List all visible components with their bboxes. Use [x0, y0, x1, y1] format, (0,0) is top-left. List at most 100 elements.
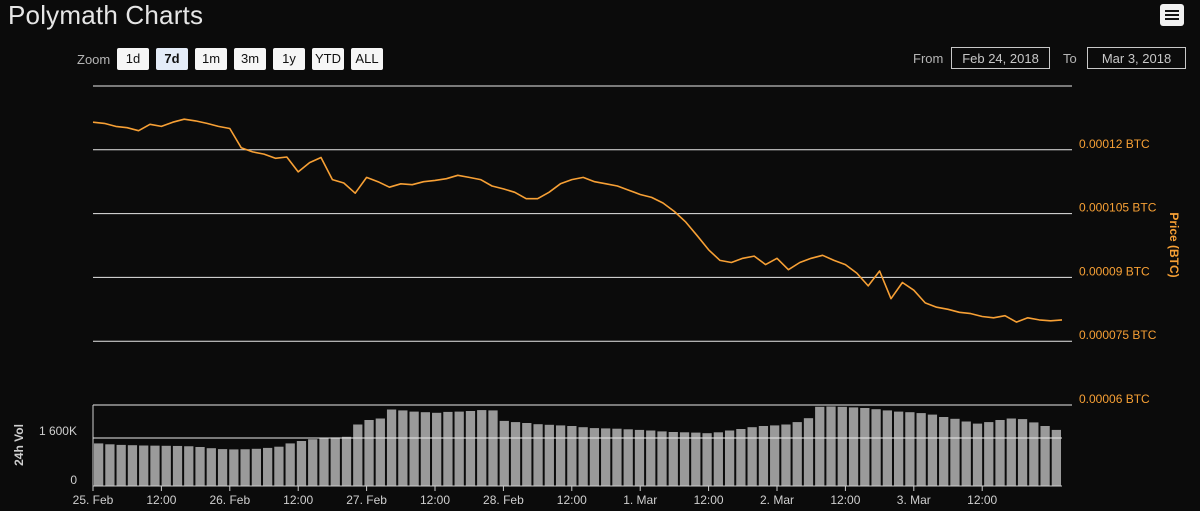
- volume-bar: [601, 428, 611, 486]
- volume-bar: [296, 441, 307, 486]
- volume-bar: [657, 431, 667, 486]
- zoom-button-1d[interactable]: 1d: [117, 48, 149, 70]
- volume-bar: [432, 412, 442, 486]
- volume-bar: [826, 406, 836, 486]
- x-tick-label: 12:00: [830, 493, 860, 507]
- volume-tick-label: 0: [70, 473, 77, 487]
- x-tick-label: 25. Feb: [73, 493, 114, 507]
- volume-bar: [984, 422, 994, 486]
- x-tick-label: 12:00: [420, 493, 450, 507]
- volume-bar: [510, 422, 521, 486]
- volume-bar: [150, 445, 160, 486]
- volume-tick-label: 1 600K: [39, 424, 77, 438]
- volume-bar: [679, 432, 690, 486]
- x-tick-label: 2. Mar: [760, 493, 794, 507]
- x-tick-label: 12:00: [283, 493, 313, 507]
- price-tick-label: 0.00006 BTC: [1079, 392, 1150, 406]
- volume-bar: [105, 444, 115, 486]
- zoom-button-7d[interactable]: 7d: [156, 48, 188, 70]
- volume-bar: [499, 420, 509, 486]
- volume-bar: [691, 432, 701, 486]
- volume-bar: [443, 411, 453, 486]
- volume-bar: [477, 410, 487, 486]
- menu-bar: [1165, 18, 1179, 20]
- volume-bar: [724, 430, 735, 486]
- volume-bar: [341, 436, 352, 486]
- volume-bar: [465, 411, 476, 486]
- volume-bar: [184, 446, 194, 486]
- volume-bar: [860, 408, 870, 486]
- volume-bar: [1029, 422, 1039, 486]
- volume-bar: [589, 428, 600, 486]
- price-tick-label: 0.00009 BTC: [1079, 264, 1150, 278]
- price-tick-label: 0.000105 BTC: [1079, 201, 1157, 215]
- volume-bar: [815, 406, 825, 486]
- zoom-button-1m[interactable]: 1m: [195, 48, 227, 70]
- price-tick-label: 0.00012 BTC: [1079, 137, 1150, 151]
- zoom-button-1y[interactable]: 1y: [273, 48, 305, 70]
- volume-bar: [544, 424, 554, 486]
- volume-bar: [893, 411, 904, 486]
- volume-bar: [736, 429, 746, 486]
- volume-bar: [386, 409, 397, 486]
- volume-bar: [139, 445, 149, 486]
- volume-bar: [972, 423, 983, 486]
- volume-bar: [1006, 418, 1016, 486]
- volume-bar: [274, 446, 284, 486]
- volume-bar: [195, 447, 205, 486]
- volume-bar: [961, 421, 971, 486]
- menu-bar: [1165, 10, 1179, 12]
- range-to-input[interactable]: Mar 3, 2018: [1087, 47, 1186, 69]
- volume-bar: [420, 412, 431, 486]
- x-tick-label: 3. Mar: [897, 493, 931, 507]
- x-tick-label: 12:00: [146, 493, 176, 507]
- x-tick-label: 12:00: [694, 493, 724, 507]
- range-from-input[interactable]: Feb 24, 2018: [951, 47, 1050, 69]
- volume-bar: [398, 410, 408, 486]
- volume-bar: [308, 439, 318, 486]
- volume-bar: [578, 427, 588, 486]
- volume-bar: [364, 420, 374, 486]
- x-tick-label: 27. Feb: [346, 493, 387, 507]
- volume-bar: [533, 424, 543, 486]
- volume-bar: [634, 429, 645, 486]
- x-tick-label: 1. Mar: [623, 493, 657, 507]
- volume-bar: [251, 448, 262, 486]
- volume-bar: [409, 411, 419, 486]
- volume-bar: [612, 428, 622, 486]
- volume-bar: [161, 445, 171, 486]
- volume-bar: [353, 424, 363, 486]
- volume-bar: [319, 438, 329, 486]
- x-tick-label: 26. Feb: [209, 493, 250, 507]
- price-axis-title: Price (BTC): [1167, 212, 1181, 277]
- volume-bar: [758, 426, 769, 486]
- volume-bar: [567, 426, 577, 486]
- volume-bar: [939, 417, 949, 486]
- hamburger-menu-icon[interactable]: [1160, 4, 1184, 26]
- x-tick-label: 12:00: [967, 493, 997, 507]
- volume-bar: [623, 429, 633, 486]
- volume-bar: [781, 424, 791, 486]
- zoom-button-ytd[interactable]: YTD: [312, 48, 344, 70]
- volume-bar: [950, 418, 960, 486]
- zoom-button-3m[interactable]: 3m: [234, 48, 266, 70]
- x-tick-label: 12:00: [557, 493, 587, 507]
- volume-bar: [905, 412, 915, 486]
- volume-bar: [927, 414, 938, 486]
- volume-bar: [1040, 426, 1050, 486]
- volume-axis-title: 24h Vol: [12, 424, 26, 466]
- volume-bar: [127, 445, 138, 486]
- x-tick-label: 28. Feb: [483, 493, 524, 507]
- volume-bar: [747, 427, 757, 486]
- volume-bar: [792, 422, 802, 486]
- volume-bar: [94, 443, 104, 486]
- volume-bar: [330, 437, 340, 486]
- volume-bar: [882, 410, 892, 486]
- menu-bar: [1165, 14, 1179, 16]
- zoom-button-all[interactable]: ALL: [351, 48, 383, 70]
- volume-bar: [522, 423, 532, 486]
- volume-bar: [995, 420, 1005, 486]
- volume-bar: [263, 447, 273, 486]
- volume-bar: [285, 443, 295, 486]
